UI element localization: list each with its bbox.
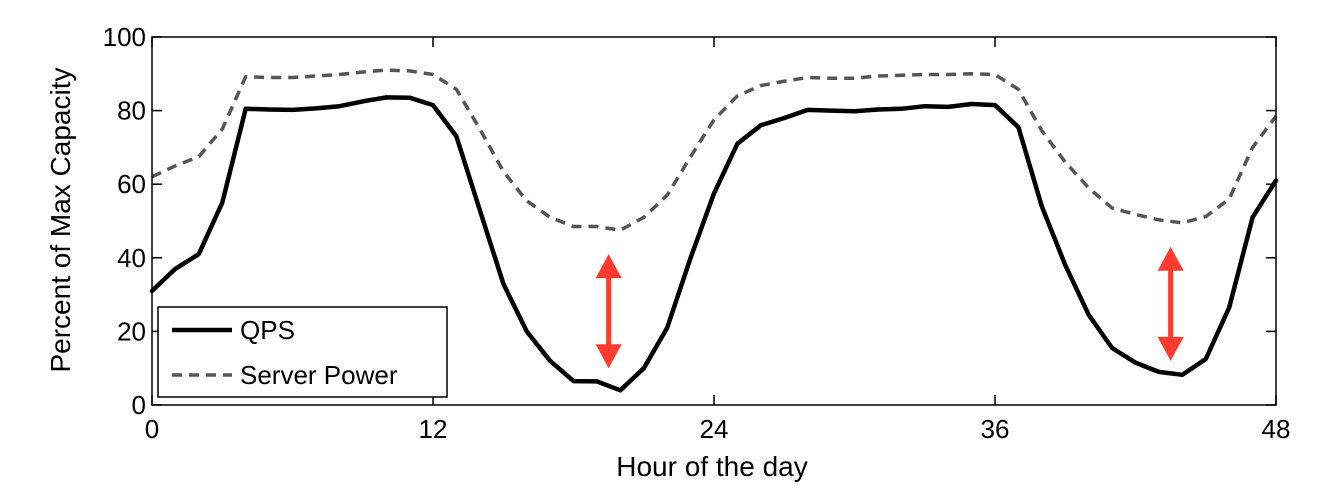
- y-tick-label: 100: [103, 22, 146, 52]
- x-tick-label: 0: [145, 414, 159, 444]
- legend: QPS Server Power: [157, 306, 448, 398]
- arrow-head-up: [1157, 246, 1184, 271]
- double-arrow-annotation: [1157, 246, 1184, 361]
- y-tick-label: 60: [117, 169, 146, 199]
- plot-area: [149, 68, 1279, 393]
- x-tick-label: 12: [419, 414, 448, 444]
- y-tick-label: 0: [132, 390, 146, 420]
- x-axis-title: Hour of the day: [616, 451, 807, 482]
- double-arrow-annotation: [595, 254, 622, 369]
- arrow-head-down: [595, 344, 622, 369]
- x-tick-label: 48: [1262, 414, 1291, 444]
- y-tick-label: 40: [117, 243, 146, 273]
- arrow-head-down: [1157, 336, 1184, 361]
- series-line-server-power: [151, 68, 1278, 232]
- legend-label: QPS: [240, 315, 295, 345]
- y-axis-title: Percent of Max Capacity: [45, 67, 76, 372]
- legend-box: [157, 306, 448, 398]
- legend-label: Server Power: [240, 360, 398, 390]
- arrow-head-up: [595, 254, 622, 279]
- x-tick-label: 24: [700, 414, 729, 444]
- x-tick-label: 36: [981, 414, 1010, 444]
- axes: 0 12 24 36 48 0 20 40 60 80 100: [103, 22, 1291, 444]
- y-tick-label: 80: [117, 96, 146, 126]
- y-tick-label: 20: [117, 316, 146, 346]
- series-line-qps: [149, 95, 1279, 393]
